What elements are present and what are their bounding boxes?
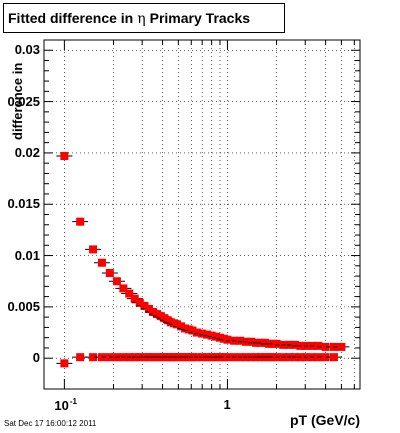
- data-point: [203, 330, 212, 339]
- data-point: [76, 217, 85, 226]
- data-point: [130, 294, 139, 303]
- data-point: [261, 338, 270, 347]
- y-tick-label: 0.01: [14, 247, 40, 263]
- data-point: [76, 353, 85, 362]
- data-point: [321, 342, 330, 351]
- data-point: [89, 353, 98, 362]
- title-eta-symbol: η: [137, 11, 146, 27]
- x-tick-label: 1: [223, 397, 231, 412]
- y-tick-label: 0.005: [7, 298, 40, 314]
- data-point: [125, 289, 134, 298]
- data-point: [144, 304, 153, 313]
- data-point: [89, 245, 98, 254]
- data-point: [291, 340, 300, 349]
- data-point: [192, 328, 201, 337]
- data-point: [247, 337, 256, 346]
- y-tick-label: 0: [32, 350, 40, 366]
- data-point: [236, 336, 245, 345]
- y-tick-label: 0.025: [7, 93, 40, 109]
- data-point: [198, 329, 207, 338]
- chart-title: Fitted difference in η Primary Tracks: [3, 3, 285, 33]
- data-point: [207, 331, 216, 340]
- data-point: [188, 326, 197, 335]
- data-point: [140, 301, 149, 310]
- data-point: [329, 353, 338, 362]
- data-point: [105, 269, 114, 278]
- x-tick-label: 10-1: [54, 397, 77, 413]
- data-point: [60, 151, 69, 160]
- data-point: [97, 258, 106, 267]
- data-point: [321, 353, 330, 362]
- y-tick-label: 0.02: [14, 144, 40, 160]
- title-suffix: Primary Tracks: [149, 10, 251, 26]
- timestamp: Sat Dec 17 16:00:12 2011: [4, 419, 97, 428]
- data-point: [112, 277, 121, 286]
- data-point: [172, 320, 181, 329]
- data-point: [223, 335, 232, 344]
- data-point: [119, 284, 128, 293]
- data-point: [60, 359, 69, 368]
- data-point: [135, 298, 144, 307]
- y-tick-label: 0.015: [7, 196, 40, 212]
- y-tick-label: 0.03: [14, 42, 40, 58]
- data-point: [314, 341, 323, 350]
- data-point: [272, 339, 281, 348]
- data-point: [211, 332, 220, 341]
- x-axis-label: pT (GeV/c): [290, 412, 361, 428]
- title-prefix: Fitted difference in: [8, 10, 134, 26]
- data-point: [337, 342, 346, 351]
